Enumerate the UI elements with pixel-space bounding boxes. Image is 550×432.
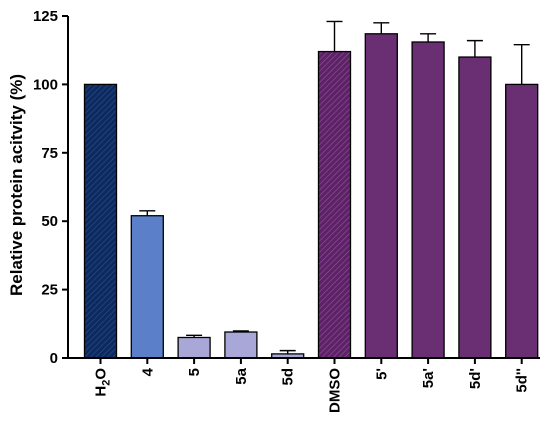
bar [364,33,398,359]
x-tick-label: 5 [186,368,203,376]
bar [411,41,445,359]
bar [130,215,164,359]
bars [83,20,539,359]
y-tick-label: 50 [41,213,58,230]
x-tick-label-main: DMSO [327,368,344,413]
x-tick-label-main: H [93,386,110,397]
x-tick-label: 5d' [467,368,484,389]
bar [505,83,539,359]
bar [83,83,118,359]
bar [224,331,258,359]
y-axis: 0 25 50 75 100 125 [33,8,69,367]
y-axis-title: Relative protein acitvity (%) [7,74,26,296]
bar [317,50,352,359]
x-tick-label-main: 4 [139,367,156,376]
x-tick-label: 5' [373,368,390,380]
y-tick-label: 100 [33,76,58,93]
x-tick-label: 5d'' [514,368,531,393]
x-tick-label-main: 5d [280,368,297,386]
bar [458,56,492,359]
x-tick-label-main: 5' [373,368,390,380]
x-tick-label: 5a' [420,368,437,388]
x-tick-label-main: 5 [186,368,203,376]
y-tick-label: 0 [50,350,58,367]
x-tick-label-main: 5a' [420,368,437,388]
x-tick-label: H2O [93,368,113,397]
y-tick-label: 75 [41,145,58,162]
y-tick-label: 125 [33,8,58,25]
x-tick-label-main: 5d'' [514,368,531,393]
x-tick-label-subscript: 2 [101,380,113,386]
y-tick-label: 25 [41,282,58,299]
x-tick-label: 5a [233,367,250,384]
x-axis: H2O 4 5 5a 5d DMSO 5' 5a' 5d' 5d'' [67,357,540,413]
x-tick-label: 5d [280,368,297,386]
x-tick-label: DMSO [327,368,344,413]
x-tick-label: 4 [139,367,156,376]
x-tick-label-main: 5d' [467,368,484,389]
x-tick-label-tail: O [93,368,110,380]
bar [177,336,211,359]
x-tick-label-main: 5a [233,367,250,384]
